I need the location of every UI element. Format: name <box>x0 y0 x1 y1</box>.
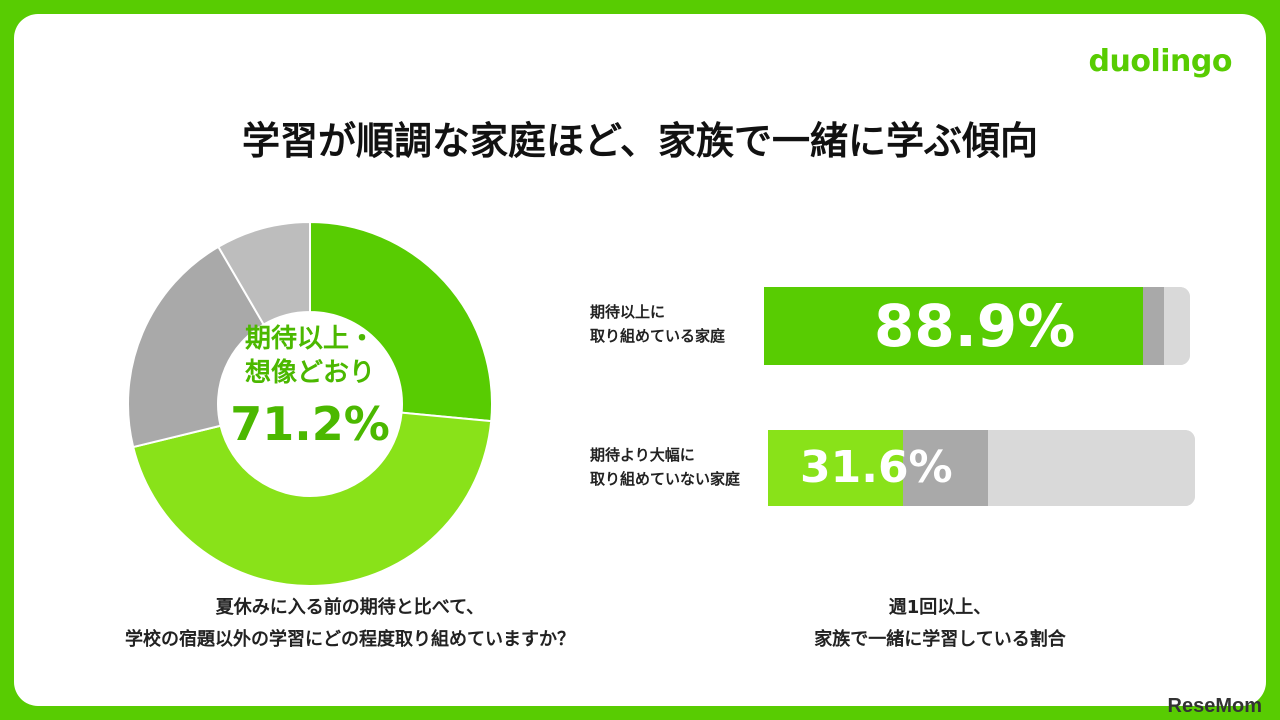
bar-caption-line1: 週1回以上、 <box>888 597 992 618</box>
bar-caption: 週1回以上、 家族で一緒に学習している割合 <box>660 592 1220 656</box>
bar-expected-below <box>768 430 1195 506</box>
bar-label-line1: 期待より大幅に <box>590 446 695 464</box>
bar-segment-0-1 <box>1142 287 1164 365</box>
bar-segment-1-1 <box>902 430 989 506</box>
pie-slice-3 <box>216 220 311 326</box>
donut-center-label: 期待以上・ 想像どおり 71.2% <box>230 322 390 452</box>
bar-label-line2: 取り組めている家庭 <box>590 327 726 345</box>
bar-segment-1-0 <box>768 430 903 506</box>
bar-value-label: 88.9% <box>874 292 1076 360</box>
bar-label-expected-below: 期待より大幅に 取り組めていない家庭 <box>590 443 740 491</box>
pie-slice-1 <box>131 411 493 587</box>
donut-center-line1: 期待以上・ <box>244 324 375 354</box>
bar-label-expected-above: 期待以上に 取り組めている家庭 <box>590 300 725 348</box>
bar-label-line1: 期待以上に <box>590 303 666 321</box>
resemom-watermark: ReseMom <box>1167 695 1262 717</box>
page-title: 学習が順調な家庭ほど、家族で一緒に学ぶ傾向 <box>241 119 1039 163</box>
pie-slice-0 <box>309 220 493 423</box>
bar-segment-0-2 <box>1164 287 1190 365</box>
duolingo-logo: duolingo <box>1088 44 1233 79</box>
donut-center-value: 71.2% <box>230 397 390 451</box>
bar-expected-above <box>764 287 1190 365</box>
donut-caption-line2: 学校の宿題以外の学習にどの程度取り組めていますか？ <box>125 629 575 650</box>
bar-segment-1-2 <box>988 430 1195 506</box>
pie-slice-2 <box>127 245 266 449</box>
donut-caption: 夏休みに入る前の期待と比べて、 学校の宿題以外の学習にどの程度取り組めていますか… <box>40 592 660 656</box>
donut-chart <box>127 220 493 587</box>
bar-label-line2: 取り組めていない家庭 <box>590 470 741 488</box>
donut-center-line2: 想像どおり <box>244 358 375 388</box>
bar-caption-line2: 家族で一緒に学習している割合 <box>814 629 1066 650</box>
bar-value-label: 31.6% <box>800 442 953 493</box>
bar-segment-0-0 <box>764 287 1143 365</box>
donut-caption-line1: 夏休みに入る前の期待と比べて、 <box>215 597 485 618</box>
